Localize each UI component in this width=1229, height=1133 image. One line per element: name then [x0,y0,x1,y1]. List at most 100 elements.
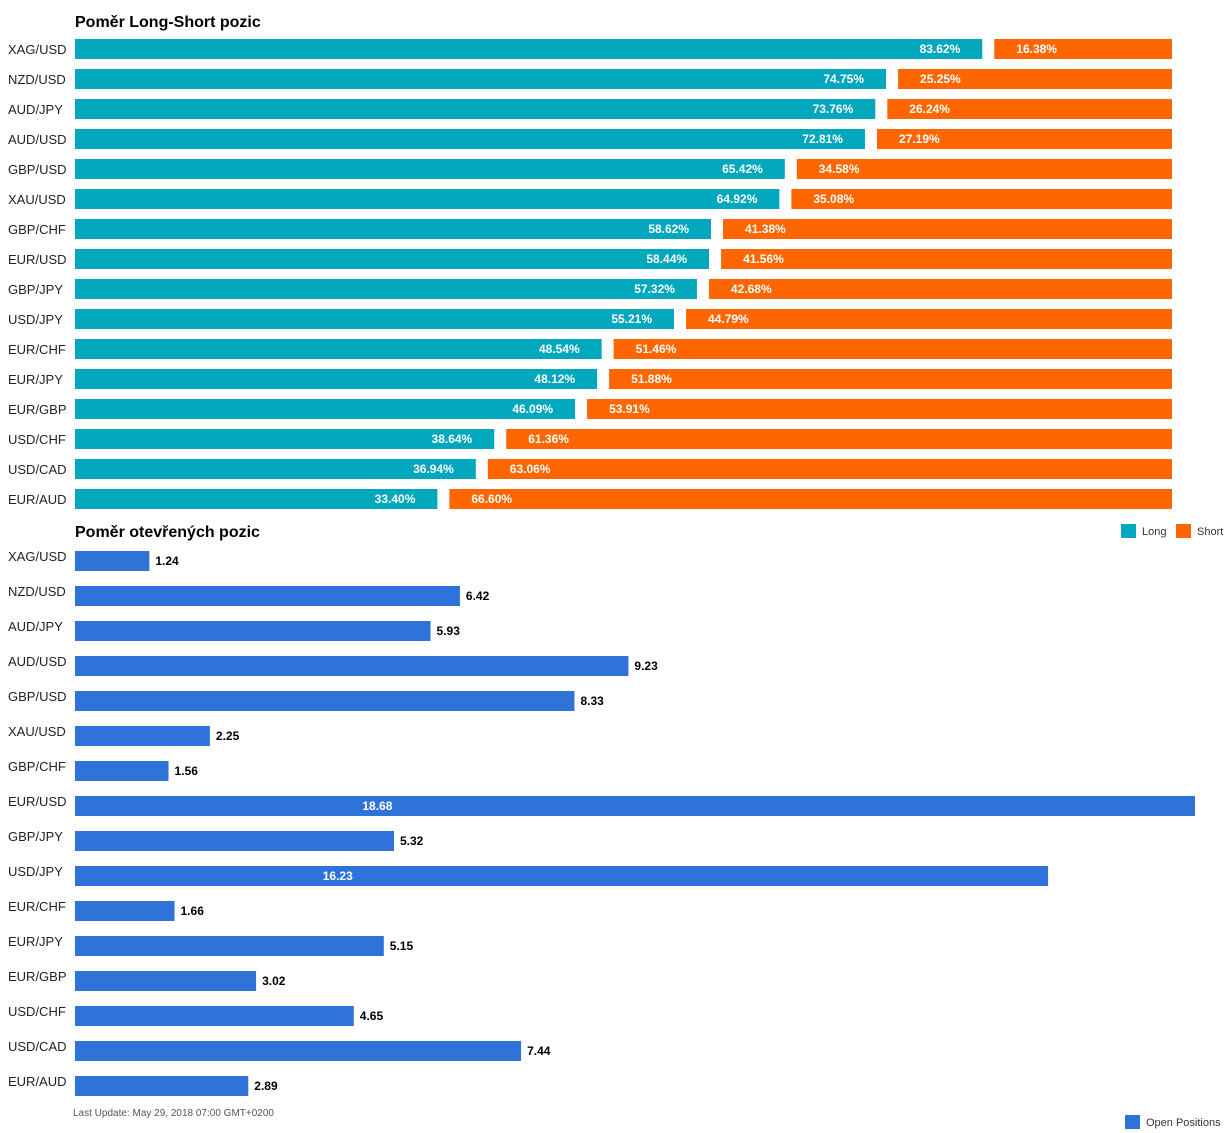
last-update-text: Last Update: May 29, 2018 07:00 GMT+0200 [73,1108,274,1119]
op-value-label-xau-usd: 2.25 [216,729,240,743]
op-category-label-usd-jpy: USD/JPY [8,864,63,879]
ls-long-label-usd-cad: 36.94% [413,462,454,476]
op-value-label-usd-cad: 7.44 [527,1044,551,1058]
op-category-label-eur-usd: EUR/USD [8,794,67,809]
op-category-label-gbp-usd: GBP/USD [8,689,67,704]
legend-long-swatch [1121,524,1136,538]
ls-short-label-eur-chf: 51.46% [636,342,677,356]
ls-category-label-usd-cad: USD/CAD [8,462,67,477]
legend-short-label: Short [1197,526,1223,538]
ls-category-label-nzd-usd: NZD/USD [8,72,66,87]
ls-category-label-aud-jpy: AUD/JPY [8,102,63,117]
op-category-label-nzd-usd: NZD/USD [8,584,66,599]
legend-short-swatch [1176,524,1191,538]
ls-short-label-eur-jpy: 51.88% [631,372,672,386]
ls-category-label-gbp-usd: GBP/USD [8,162,67,177]
op-value-label-usd-chf: 4.65 [360,1009,384,1023]
ls-category-label-usd-chf: USD/CHF [8,432,66,447]
op-category-label-gbp-chf: GBP/CHF [8,759,66,774]
op-bar-xau-usd [75,726,210,746]
op-value-label-eur-jpy: 5.15 [390,939,414,953]
ls-long-bar-xag-usd [75,39,983,59]
ls-long-bar-nzd-usd [75,69,887,89]
ls-short-label-nzd-usd: 25.25% [920,72,961,86]
ls-long-bar-aud-jpy [75,99,876,119]
ls-long-bar-usd-chf [75,429,495,449]
legend-open-positions-label: Open Positions [1146,1117,1221,1129]
ls-short-bar-aud-jpy [887,99,1172,119]
op-value-label-nzd-usd: 6.42 [466,589,490,603]
op-value-label-xag-usd: 1.24 [155,554,179,568]
op-bar-aud-jpy [75,621,431,641]
ls-short-bar-usd-chf [506,429,1172,449]
op-category-label-aud-usd: AUD/USD [8,654,67,669]
ls-short-bar-gbp-chf [723,219,1172,239]
op-category-label-eur-gbp: EUR/GBP [8,969,67,984]
ls-category-label-xag-usd: XAG/USD [8,42,67,57]
op-category-label-usd-cad: USD/CAD [8,1039,67,1054]
ls-short-bar-usd-jpy [686,309,1172,329]
ls-long-bar-gbp-usd [75,159,785,179]
ls-long-label-eur-chf: 48.54% [539,342,580,356]
ls-long-label-xag-usd: 83.62% [920,42,961,56]
ls-short-bar-gbp-jpy [708,279,1172,299]
ls-long-label-eur-aud: 33.40% [375,492,416,506]
ls-chart: XAG/USD 83.62% 16.38% NZD/USD 74.75% 25.25% AU… [8,39,1172,509]
op-bar-eur-aud [75,1076,249,1096]
ls-short-bar-eur-jpy [609,369,1172,389]
ls-chart-title: Poměr Long-Short pozic [75,14,261,31]
ls-short-label-aud-usd: 27.19% [899,132,940,146]
ls-long-bar-usd-cad [75,459,476,479]
op-chart: XAG/USD 1.24 NZD/USD 6.42 AUD/JPY 5.93 AUD/USD… [8,549,1195,1096]
op-bar-eur-usd [75,796,1195,816]
ls-long-bar-gbp-jpy [75,279,697,299]
ls-short-bar-aud-usd [876,129,1172,149]
ls-category-label-eur-gbp: EUR/GBP [8,402,67,417]
op-bar-gbp-jpy [75,831,394,851]
op-value-label-usd-jpy: 16.23 [323,869,353,883]
ls-long-label-eur-gbp: 46.09% [512,402,553,416]
op-chart-title: Poměr otevřených pozic [75,524,260,541]
ls-short-label-aud-jpy: 26.24% [909,102,950,116]
op-value-label-aud-usd: 9.23 [634,659,658,673]
op-category-label-aud-jpy: AUD/JPY [8,619,63,634]
ls-long-bar-eur-aud [75,489,438,509]
ls-long-bar-eur-chf [75,339,602,359]
op-category-label-gbp-jpy: GBP/JPY [8,829,63,844]
ls-category-label-eur-chf: EUR/CHF [8,342,66,357]
ls-long-bar-gbp-chf [75,219,712,239]
op-value-label-aud-jpy: 5.93 [437,624,461,638]
ls-short-bar-eur-gbp [587,399,1172,419]
ls-short-label-eur-gbp: 53.91% [609,402,650,416]
ls-short-label-gbp-usd: 34.58% [819,162,860,176]
ls-category-label-eur-usd: EUR/USD [8,252,67,267]
ls-category-label-gbp-chf: GBP/CHF [8,222,66,237]
op-bar-usd-chf [75,1006,354,1026]
op-category-label-xag-usd: XAG/USD [8,549,67,564]
op-value-label-eur-aud: 2.89 [254,1079,278,1093]
op-bar-gbp-chf [75,761,169,781]
ls-short-bar-gbp-usd [796,159,1172,179]
ls-long-label-gbp-chf: 58.62% [648,222,689,236]
ls-long-bar-eur-jpy [75,369,598,389]
op-value-label-eur-chf: 1.66 [181,904,205,918]
ls-category-label-gbp-jpy: GBP/JPY [8,282,63,297]
ls-category-label-eur-jpy: EUR/JPY [8,372,63,387]
ls-long-bar-xau-usd [75,189,780,209]
op-value-label-gbp-jpy: 5.32 [400,834,424,848]
legend-long-label: Long [1142,526,1166,538]
op-legend: Open Positions [1125,1115,1221,1129]
ls-short-label-usd-jpy: 44.79% [708,312,749,326]
op-bar-aud-usd [75,656,629,676]
ls-long-label-nzd-usd: 74.75% [823,72,864,86]
ls-short-bar-xau-usd [791,189,1172,209]
op-value-label-eur-usd: 18.68 [362,799,392,813]
ls-long-label-xau-usd: 64.92% [717,192,758,206]
op-bar-eur-gbp [75,971,257,991]
ls-short-label-eur-aud: 66.60% [471,492,512,506]
ls-long-bar-usd-jpy [75,309,675,329]
ls-long-label-eur-usd: 58.44% [646,252,687,266]
ls-short-label-xag-usd: 16.38% [1016,42,1057,56]
ls-short-bar-eur-usd [721,249,1172,269]
ls-long-label-gbp-jpy: 57.32% [634,282,675,296]
